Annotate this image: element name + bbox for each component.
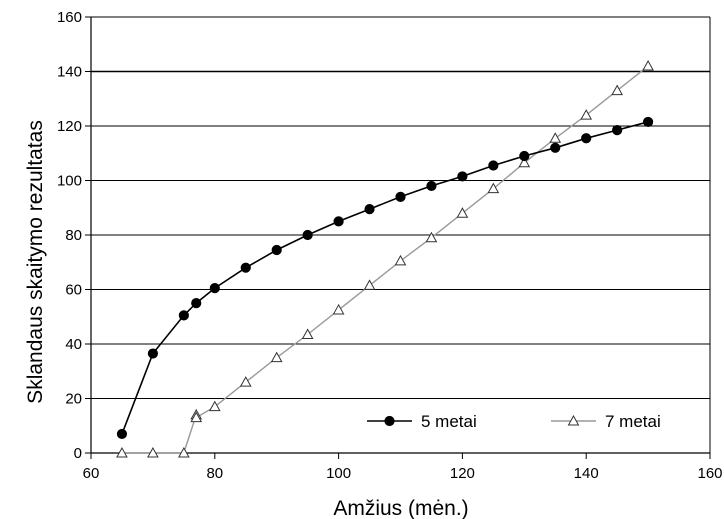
y-tick-label: 160 [57, 9, 82, 26]
data-point [239, 376, 252, 387]
y-tick-label: 120 [57, 118, 82, 135]
data-point [190, 411, 203, 423]
data-point [116, 428, 128, 440]
data-point [116, 446, 128, 458]
series-line [121, 121, 649, 435]
data-point [364, 204, 375, 215]
y-tick-label: 20 [65, 391, 82, 408]
data-point [363, 279, 376, 290]
data-point [518, 156, 531, 168]
data-point [178, 310, 189, 321]
data-point [581, 133, 592, 144]
data-point [302, 229, 313, 241]
data-point [457, 171, 468, 182]
data-point [270, 351, 283, 363]
legend-item: 7 metai [551, 412, 661, 431]
legend-swatch-marker [384, 415, 395, 427]
data-point [147, 446, 159, 458]
series-line [122, 65, 649, 454]
data-point [240, 262, 251, 273]
series-5-metai [116, 116, 654, 440]
data-point [395, 191, 406, 202]
data-point [550, 142, 561, 153]
data-point [643, 116, 654, 128]
y-axis-title: Sklandaus skaitymo rezultatas [24, 120, 47, 404]
data-point [519, 150, 530, 162]
legend-label: 7 metai [605, 412, 661, 431]
x-tick-label: 80 [206, 465, 223, 482]
y-tick-label: 0 [74, 445, 82, 462]
data-point [612, 124, 623, 136]
data-point [209, 283, 220, 294]
y-tick-label: 40 [65, 336, 82, 353]
y-tick-label: 140 [57, 64, 82, 81]
legend-swatch-marker [567, 414, 580, 426]
data-point [191, 298, 202, 309]
legend: 5 metai 7 metai [367, 412, 661, 431]
data-point [394, 254, 407, 266]
data-point [178, 446, 190, 458]
grid [91, 16, 710, 399]
data-point [456, 207, 469, 218]
x-tick-label: 100 [326, 465, 351, 482]
series-7-metai [116, 60, 654, 458]
axes: 0 20 40 60 80 100 120 140 160 60 80 100 120 140 160 [57, 9, 723, 482]
data-point [487, 182, 500, 194]
data-point [426, 180, 437, 192]
plot-area [116, 60, 654, 458]
data-point [549, 132, 562, 143]
data-point [425, 231, 438, 243]
y-tick-label: 60 [65, 282, 82, 299]
x-tick-label: 160 [697, 465, 722, 482]
data-point [332, 303, 345, 315]
x-axis-title: Amžius (mėn.) [333, 497, 468, 519]
data-point [333, 216, 344, 227]
x-tick-label: 140 [574, 465, 599, 482]
x-tick-label: 60 [83, 465, 100, 482]
data-point [611, 84, 623, 96]
y-tick-label: 80 [65, 227, 82, 244]
data-point [147, 348, 158, 359]
data-point [580, 109, 593, 120]
data-point [208, 400, 221, 412]
y-tick-label: 100 [57, 173, 82, 190]
data-point [488, 160, 499, 171]
data-point [642, 60, 654, 71]
data-point [271, 244, 282, 256]
legend-label: 5 metai [421, 412, 477, 431]
data-point [301, 328, 314, 339]
x-tick-label: 120 [450, 465, 475, 482]
legend-item: 5 metai [367, 412, 477, 431]
